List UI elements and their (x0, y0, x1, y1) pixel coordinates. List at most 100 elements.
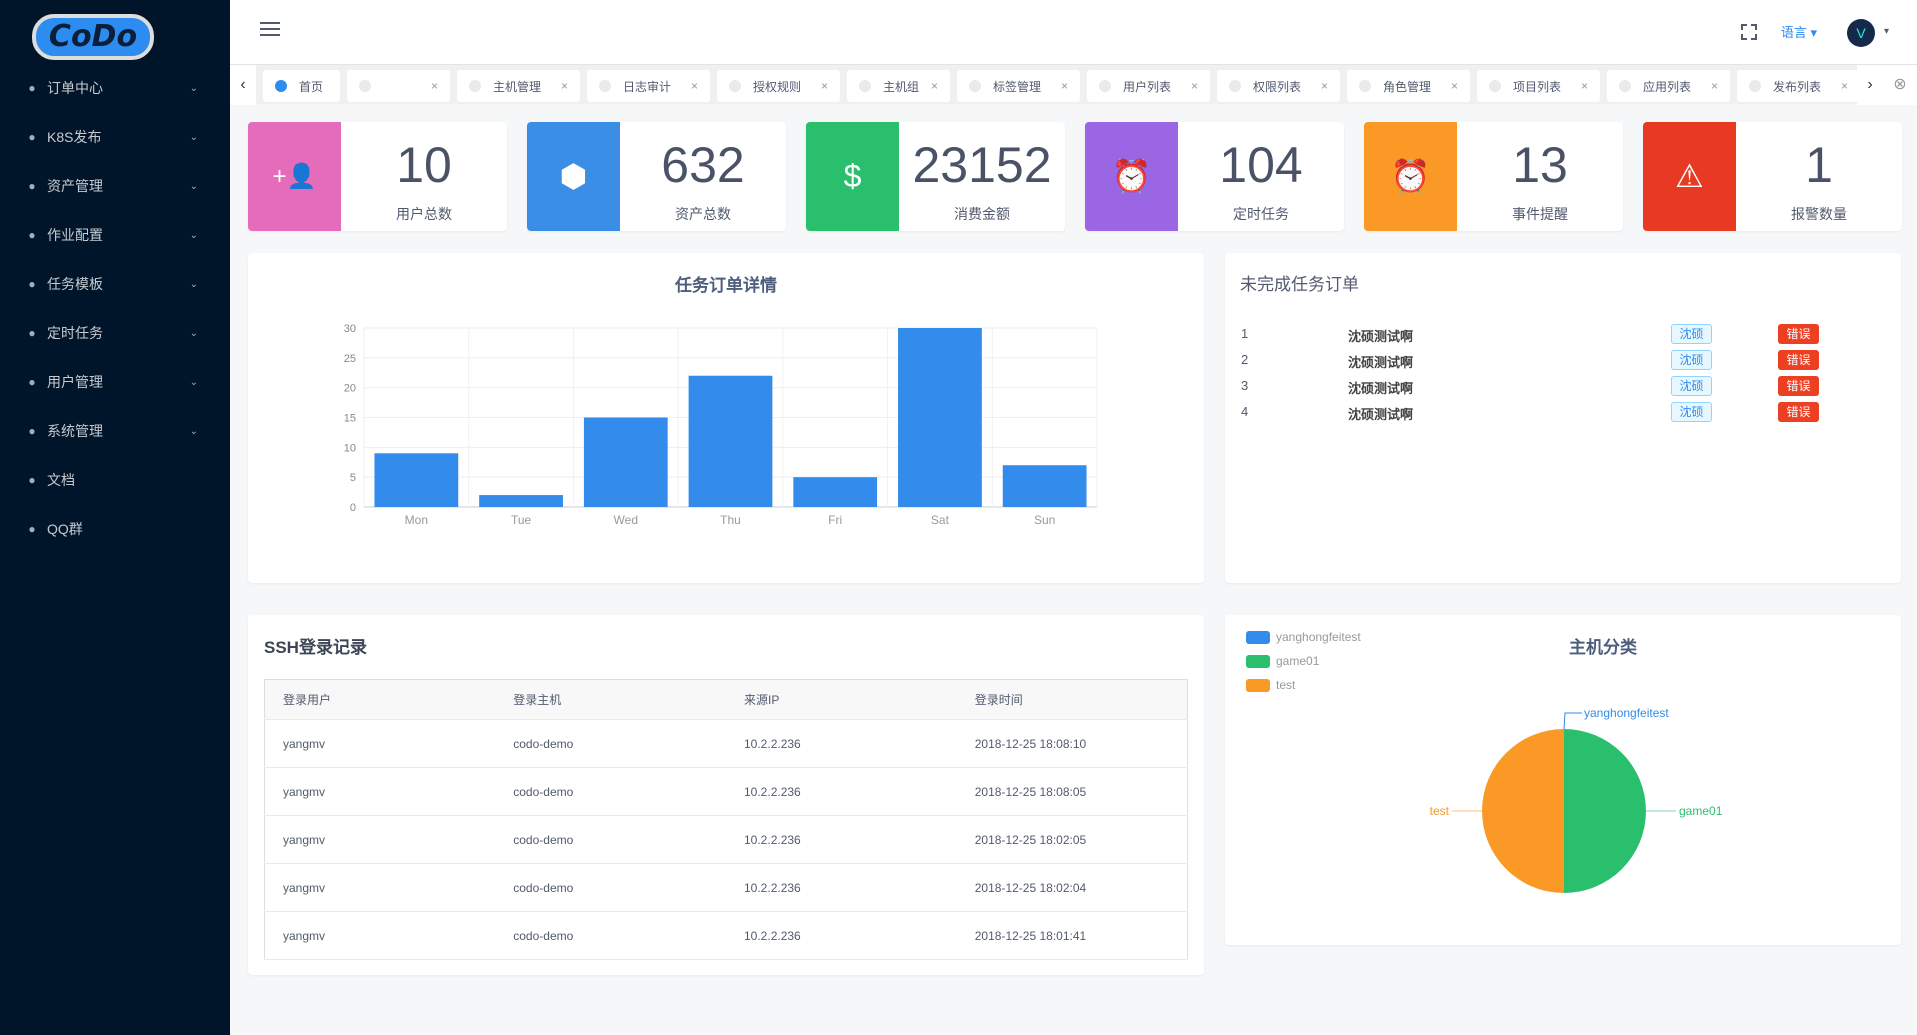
tab[interactable]: × (347, 70, 450, 102)
bar-tue[interactable] (479, 495, 563, 507)
sidebar-item[interactable]: ● 文档 (0, 458, 230, 502)
bar-thu[interactable] (688, 375, 773, 507)
tab[interactable]: 日志审计 × (587, 70, 710, 102)
bar-sun[interactable] (1002, 465, 1087, 507)
sidebar-item-label: QQ群 (47, 521, 83, 537)
tab[interactable]: 项目列表 × (1477, 70, 1600, 102)
table-row: yangmv codo-demo 10.2.2.236 2018-12-25 18:0… (264, 767, 1188, 816)
chevron-down-icon[interactable]: ⌄ (189, 425, 198, 437)
tab[interactable]: 标签管理 × (957, 70, 1080, 102)
legend-item[interactable]: test (1246, 678, 1295, 692)
chevron-down-icon[interactable]: ⌄ (189, 278, 198, 290)
bar-wed[interactable] (583, 417, 668, 508)
order-row[interactable]: 1 沈硕测试啊 沈硕 错误 (1225, 323, 1901, 345)
table-cell: codo-demo (495, 911, 726, 960)
tab-label: 标签管理 (993, 79, 1042, 94)
cube-icon: ⬢ (527, 122, 620, 231)
sidebar-item[interactable]: ● K8S发布 ⌄ (0, 115, 230, 159)
tab[interactable]: 应用列表 × (1607, 70, 1730, 102)
tab[interactable]: 发布列表 × (1737, 70, 1860, 102)
order-row[interactable]: 3 沈硕测试啊 沈硕 错误 (1225, 375, 1901, 397)
order-row[interactable]: 2 沈硕测试啊 沈硕 错误 (1225, 349, 1901, 371)
table-cell: 2018-12-25 18:08:05 (956, 767, 1188, 816)
status-badge: 错误 (1778, 350, 1819, 370)
legend-item[interactable]: game01 (1246, 654, 1319, 668)
tab-close-icon[interactable]: × (1190, 79, 1198, 93)
column-header: 来源IP (726, 679, 957, 720)
chevron-down-icon[interactable]: ⌄ (189, 131, 198, 143)
legend-label: yanghongfeitest (1276, 630, 1361, 644)
avatar[interactable]: V (1847, 19, 1875, 47)
table-cell: codo-demo (495, 719, 726, 768)
user-tag: 沈硕 (1671, 350, 1712, 370)
bar-mon[interactable] (374, 453, 459, 507)
tab[interactable]: 主机管理 × (457, 70, 580, 102)
legend-item[interactable]: yanghongfeitest (1246, 630, 1361, 644)
sidebar-item[interactable]: ● 资产管理 ⌄ (0, 164, 230, 208)
order-number: 4 (1241, 404, 1249, 419)
bar-sat[interactable] (898, 328, 982, 507)
tab-close-icon[interactable]: × (1320, 79, 1328, 93)
tab-label: 角色管理 (1383, 79, 1432, 94)
bar-fri[interactable] (793, 477, 878, 507)
column-header: 登录主机 (495, 679, 726, 720)
tab[interactable]: 权限列表 × (1217, 70, 1340, 102)
close-all-tabs-button[interactable]: ⊗ (1883, 65, 1917, 105)
tab-close-icon[interactable]: × (930, 79, 938, 93)
avatar-caret-icon[interactable]: ▾ (1883, 26, 1889, 37)
tab[interactable]: 角色管理 × (1347, 70, 1470, 102)
tab[interactable]: 授权规则 × (717, 70, 840, 102)
sidebar-item[interactable]: ● 作业配置 ⌄ (0, 213, 230, 257)
codo-logo[interactable]: CoDo (32, 14, 154, 60)
gear-icon: ● (28, 424, 36, 438)
tab-close-icon[interactable]: × (1840, 79, 1848, 93)
tab-close-icon[interactable]: × (690, 79, 698, 93)
x-tick-label: Mon (405, 513, 428, 527)
tab-close-icon[interactable]: × (820, 79, 828, 93)
chevron-down-icon[interactable]: ⌄ (189, 327, 198, 339)
sidebar-item[interactable]: ● QQ群 (0, 507, 230, 551)
order-number: 1 (1241, 326, 1249, 341)
chevron-down-icon[interactable]: ⌄ (189, 82, 198, 94)
menu-toggle-icon[interactable] (260, 22, 280, 36)
tab-close-icon[interactable]: × (560, 79, 568, 93)
tab-close-icon[interactable]: × (1710, 79, 1718, 93)
order-name: 沈硕测试啊 (1348, 355, 1414, 370)
stat-label: 资产总数 (675, 206, 731, 222)
tab-label: 用户列表 (1123, 79, 1172, 94)
stat-label: 定时任务 (1233, 206, 1289, 222)
tab-close-icon[interactable]: × (1450, 79, 1458, 93)
tab-close-icon[interactable]: × (430, 79, 438, 93)
sidebar-item-label: 作业配置 (47, 227, 103, 243)
tab[interactable]: 首页 (263, 70, 340, 102)
table-row: yangmv codo-demo 10.2.2.236 2018-12-25 18:0… (264, 911, 1188, 960)
pie-slice-test[interactable] (1482, 729, 1564, 893)
language-dropdown[interactable]: 语言 ▾ (1780, 25, 1817, 40)
tab-close-icon[interactable]: × (1580, 79, 1588, 93)
stat-label: 用户总数 (396, 206, 452, 222)
table-row: yangmv codo-demo 10.2.2.236 2018-12-25 18:0… (264, 719, 1188, 768)
y-tick-label: 25 (344, 353, 356, 365)
tabs-prev-button[interactable]: ‹ (230, 65, 256, 105)
tab[interactable]: 主机组 × (847, 70, 950, 102)
sidebar-item-label: 文档 (47, 472, 75, 488)
x-tick-label: Sat (931, 513, 950, 527)
tab-close-icon[interactable]: × (1060, 79, 1068, 93)
sidebar-item[interactable]: ● 订单中心 ⌄ (0, 66, 230, 110)
sidebar-item[interactable]: ● 定时任务 ⌄ (0, 311, 230, 355)
sidebar-item[interactable]: ● 系统管理 ⌄ (0, 409, 230, 453)
order-row[interactable]: 4 沈硕测试啊 沈硕 错误 (1225, 401, 1901, 423)
status-badge: 错误 (1778, 402, 1819, 422)
table-cell: 2018-12-25 18:02:05 (956, 815, 1188, 864)
tabs-next-button[interactable]: › (1857, 65, 1883, 105)
sidebar-item[interactable]: ● 用户管理 ⌄ (0, 360, 230, 404)
chevron-down-icon[interactable]: ⌄ (189, 229, 198, 241)
pie-label: test (1430, 804, 1450, 818)
chevron-down-icon[interactable]: ⌄ (189, 376, 198, 388)
sidebar-item[interactable]: ● 任务模板 ⌄ (0, 262, 230, 306)
pie-slice-game01[interactable] (1564, 729, 1646, 893)
tab-label: 发布列表 (1773, 79, 1822, 94)
fullscreen-icon[interactable] (1741, 24, 1757, 40)
chevron-down-icon[interactable]: ⌄ (189, 180, 198, 192)
tab[interactable]: 用户列表 × (1087, 70, 1210, 102)
